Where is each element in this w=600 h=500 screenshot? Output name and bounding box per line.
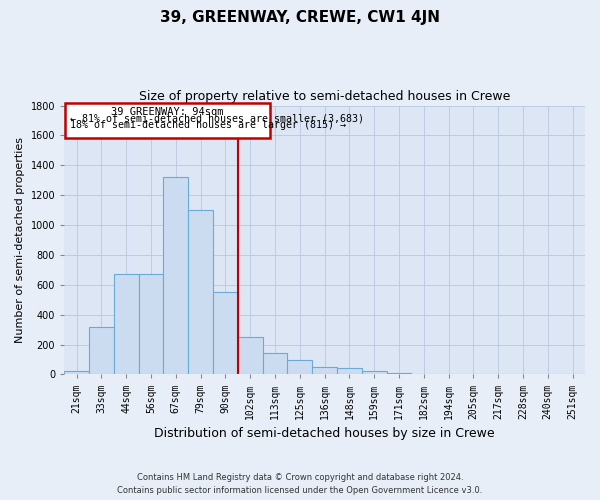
Bar (64, 370, 89, 374)
Text: 39, GREENWAY, CREWE, CW1 4JN: 39, GREENWAY, CREWE, CW1 4JN (160, 10, 440, 25)
Text: 18% of semi-detached houses are larger (815) →: 18% of semi-detached houses are larger (… (70, 120, 346, 130)
Bar (263, 354, 287, 374)
X-axis label: Distribution of semi-detached houses by size in Crewe: Distribution of semi-detached houses by … (154, 427, 495, 440)
Title: Size of property relative to semi-detached houses in Crewe: Size of property relative to semi-detach… (139, 90, 510, 103)
Bar (337, 368, 362, 374)
Y-axis label: Number of semi-detached properties: Number of semi-detached properties (15, 137, 25, 343)
FancyBboxPatch shape (65, 102, 270, 139)
Bar (386, 373, 412, 374)
Text: Contains HM Land Registry data © Crown copyright and database right 2024.
Contai: Contains HM Land Registry data © Crown c… (118, 474, 482, 495)
Bar (114, 274, 139, 374)
Bar (213, 292, 238, 374)
Bar (163, 177, 188, 374)
Bar (139, 274, 163, 374)
Bar (362, 372, 386, 374)
Bar (238, 337, 263, 374)
Bar (188, 210, 213, 374)
Bar (312, 367, 337, 374)
Text: ← 81% of semi-detached houses are smaller (3,683): ← 81% of semi-detached houses are smalle… (70, 114, 364, 124)
Text: 39 GREENWAY: 94sqm: 39 GREENWAY: 94sqm (112, 107, 224, 117)
Bar (89, 326, 114, 374)
Bar (287, 360, 312, 374)
